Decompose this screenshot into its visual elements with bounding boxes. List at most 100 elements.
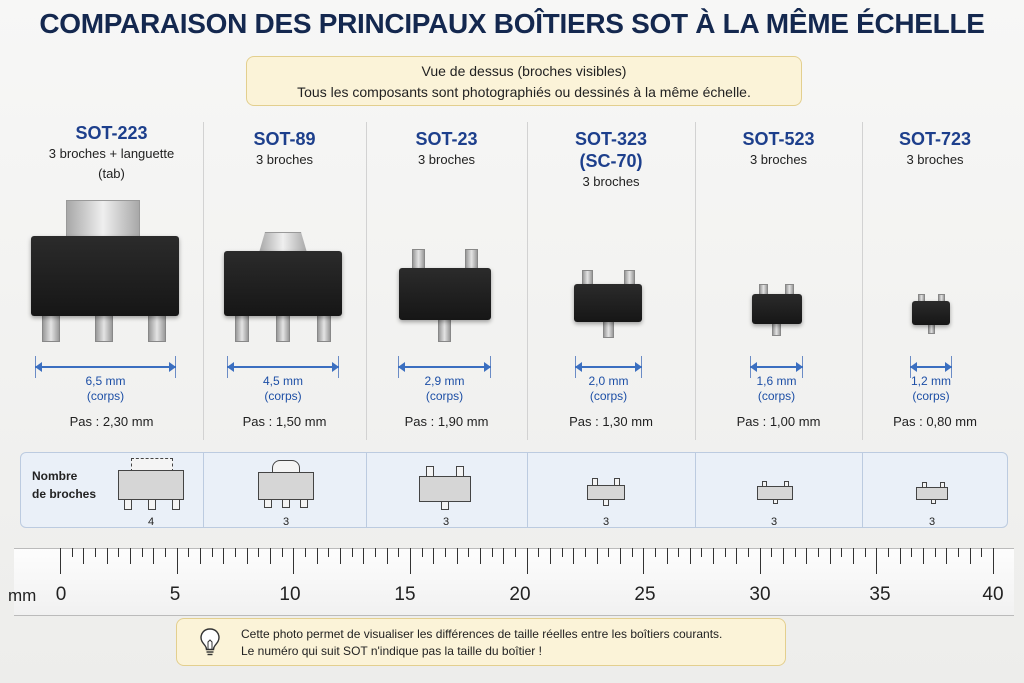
package-desc: 3 broches <box>417 152 476 167</box>
ruler-tick <box>339 548 341 564</box>
width-note: (corps) <box>264 389 302 403</box>
ruler-tick <box>351 548 353 557</box>
ruler-tick <box>911 548 913 557</box>
pin-count: 3 <box>282 516 290 528</box>
width-note: (corps) <box>757 389 796 403</box>
ruler-tick <box>176 548 178 574</box>
schematic-body <box>587 485 625 500</box>
sot23-body <box>399 268 491 320</box>
ruler-tick <box>876 548 878 574</box>
package-name-alias: (SC-70) <box>579 151 643 171</box>
ruler-tick <box>223 548 225 564</box>
ruler-unit: mm <box>8 586 37 605</box>
package-name: SOT-223 <box>75 123 148 143</box>
ruler-tick <box>479 548 481 564</box>
ruler-tick <box>526 548 528 574</box>
size-note: Cette photo permet de visualiser les dif… <box>176 618 786 666</box>
ruler-tick <box>246 548 248 564</box>
width-mm: 1,6 mm <box>756 374 797 388</box>
ruler-tick <box>106 548 108 564</box>
ruler-label: 40 <box>982 584 1004 605</box>
package-name: SOT-323 <box>574 129 648 149</box>
sot89-lead <box>235 312 249 342</box>
width-value: 4,5 mm (corps) <box>227 374 339 404</box>
sot323-body <box>574 284 642 322</box>
package-desc: 3 broches <box>255 152 314 167</box>
package-desc-tab: (tab) <box>98 166 125 181</box>
ruler-tick <box>713 548 715 564</box>
ruler-label: 20 <box>509 584 531 605</box>
sot223-lead <box>148 312 166 342</box>
ruler-tick <box>899 548 901 564</box>
column-divider <box>862 122 863 440</box>
width-note: (corps) <box>589 389 628 403</box>
ruler-tick <box>573 548 575 564</box>
size-note-line2: Le numéro qui suit SOT n'indique pas la … <box>241 644 542 658</box>
ruler-tick <box>619 548 621 564</box>
ruler-tick <box>386 548 388 564</box>
schematic-body <box>916 487 948 500</box>
ruler-tick <box>654 548 656 557</box>
ruler-tick <box>888 548 889 557</box>
width-mm: 6,5 mm <box>85 374 126 388</box>
ruler-tick <box>678 548 680 557</box>
ruler-tick <box>748 548 750 557</box>
sot89-lead <box>276 312 290 342</box>
width-mm: 2,9 mm <box>424 374 465 388</box>
package-column-sot89: SOT-89 3 broches <box>203 128 366 444</box>
ruler-tick <box>643 548 645 574</box>
ruler-tick <box>398 548 400 557</box>
sot223-body <box>31 236 179 316</box>
width-mm: 4,5 mm <box>262 374 303 388</box>
width-dimension <box>910 356 952 378</box>
ruler-tick <box>689 548 691 564</box>
package-column-sot323: SOT-323 (SC-70) 3 broches <box>527 128 695 444</box>
ruler-tick <box>374 548 376 557</box>
sot523-body <box>752 294 802 324</box>
ruler-tick <box>934 548 936 557</box>
ruler-tick <box>444 548 446 557</box>
pitch-value: Pas : 1,50 mm <box>242 414 327 429</box>
pin-count-label: Nombre de broches <box>32 467 96 503</box>
ruler-label: 0 <box>55 584 67 605</box>
package-column-sot23: SOT-23 3 broches <box>366 128 527 444</box>
package-desc: 3 broches + languette <box>48 146 175 161</box>
ruler-tick <box>130 548 131 564</box>
ruler-tick <box>421 548 423 557</box>
package-column-sot223: SOT-223 3 broches + languette (tab) <box>20 122 203 438</box>
ruler-tick <box>736 548 738 564</box>
width-note: (corps) <box>86 389 125 403</box>
ruler-tick <box>363 548 365 564</box>
ruler-tick <box>328 548 330 557</box>
ruler-tick <box>946 548 948 564</box>
sot723-body <box>912 301 950 325</box>
pin-count: 3 <box>602 516 610 528</box>
package-desc: 3 broches <box>582 174 640 189</box>
ruler-tick <box>269 548 271 564</box>
size-note-text: Cette photo permet de visualiser les dif… <box>241 626 722 660</box>
ruler-tick <box>409 548 411 574</box>
ruler-tick <box>165 548 166 557</box>
width-value: 6,5 mm (corps) <box>35 374 176 404</box>
sot89-lead <box>317 312 331 342</box>
package-name: SOT-23 <box>415 129 478 149</box>
width-value: 1,2 mm (corps) <box>891 374 971 404</box>
ruler-tick <box>584 548 586 557</box>
pin-count-label-line1: Nombre <box>32 469 78 483</box>
ruler-tick <box>118 548 120 557</box>
pin-count-panel <box>20 452 1008 528</box>
lightbulb-icon <box>200 628 220 656</box>
ruler-tick <box>514 548 516 557</box>
ruler-tick <box>503 548 505 564</box>
pin-count-label-line2: de broches <box>32 487 97 501</box>
ruler-label: 10 <box>279 584 301 605</box>
ruler-tick <box>153 548 155 564</box>
package-desc: 3 broches <box>749 152 808 167</box>
width-dimension <box>227 356 339 378</box>
ruler <box>14 548 1014 616</box>
ruler-tick <box>771 548 773 557</box>
ruler-tick <box>281 548 283 557</box>
package-column-sot723: SOT-723 3 broches <box>862 128 1008 444</box>
panel-divider <box>366 452 367 528</box>
sot223-tab <box>66 200 140 240</box>
